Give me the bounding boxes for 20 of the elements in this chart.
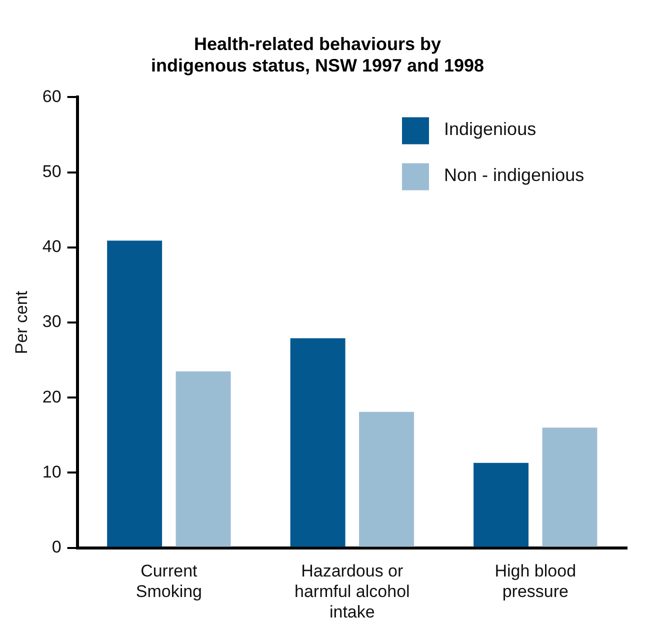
y-tick-label: 30 [42,312,62,332]
y-tick-label: 40 [42,237,62,256]
x-tick-label: Hazardous or harmful alcohol intake [294,562,410,622]
y-axis-title: Per cent [12,290,31,354]
y-tick-label: 20 [42,387,62,406]
legend-label: Indigenious [444,119,536,140]
bar [107,240,162,547]
bar [359,412,414,547]
x-tick-label: Current Smoking [136,562,202,602]
bar [474,462,529,547]
legend-label: Non - indigenious [444,165,584,186]
y-tick-label: 10 [42,462,62,482]
y-tick-label: 0 [52,537,62,556]
bar [176,371,231,547]
chart-title: Health-related behaviours by indigenous status, NSW 1997 and 1998 [150,34,484,76]
bar [542,428,598,547]
y-tick-label: 60 [42,86,62,106]
x-tick-label: High blood pressure [494,562,576,602]
bar [290,338,346,547]
y-tick-label: 50 [42,162,62,181]
